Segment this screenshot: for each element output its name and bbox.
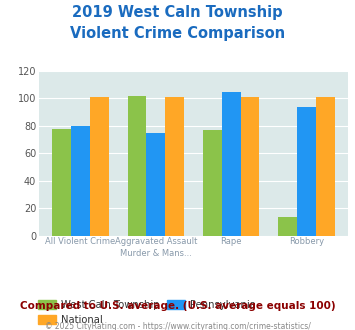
Text: © 2025 CityRating.com - https://www.cityrating.com/crime-statistics/: © 2025 CityRating.com - https://www.city… — [45, 321, 310, 330]
Bar — [127, 96, 146, 236]
Bar — [222, 92, 241, 236]
Text: 2019 West Caln Township
Violent Crime Comparison: 2019 West Caln Township Violent Crime Co… — [70, 5, 285, 41]
Bar — [278, 217, 297, 236]
Bar — [165, 97, 184, 236]
Bar — [52, 129, 71, 236]
Bar — [90, 97, 109, 236]
Text: Compared to U.S. average. (U.S. average equals 100): Compared to U.S. average. (U.S. average … — [20, 301, 335, 311]
Bar — [316, 97, 335, 236]
Legend: West Caln Township, National, Pennsylvania: West Caln Township, National, Pennsylvan… — [38, 300, 256, 325]
Bar — [297, 107, 316, 236]
Bar — [146, 133, 165, 236]
Bar — [241, 97, 260, 236]
Bar — [203, 130, 222, 236]
Bar — [71, 126, 90, 236]
